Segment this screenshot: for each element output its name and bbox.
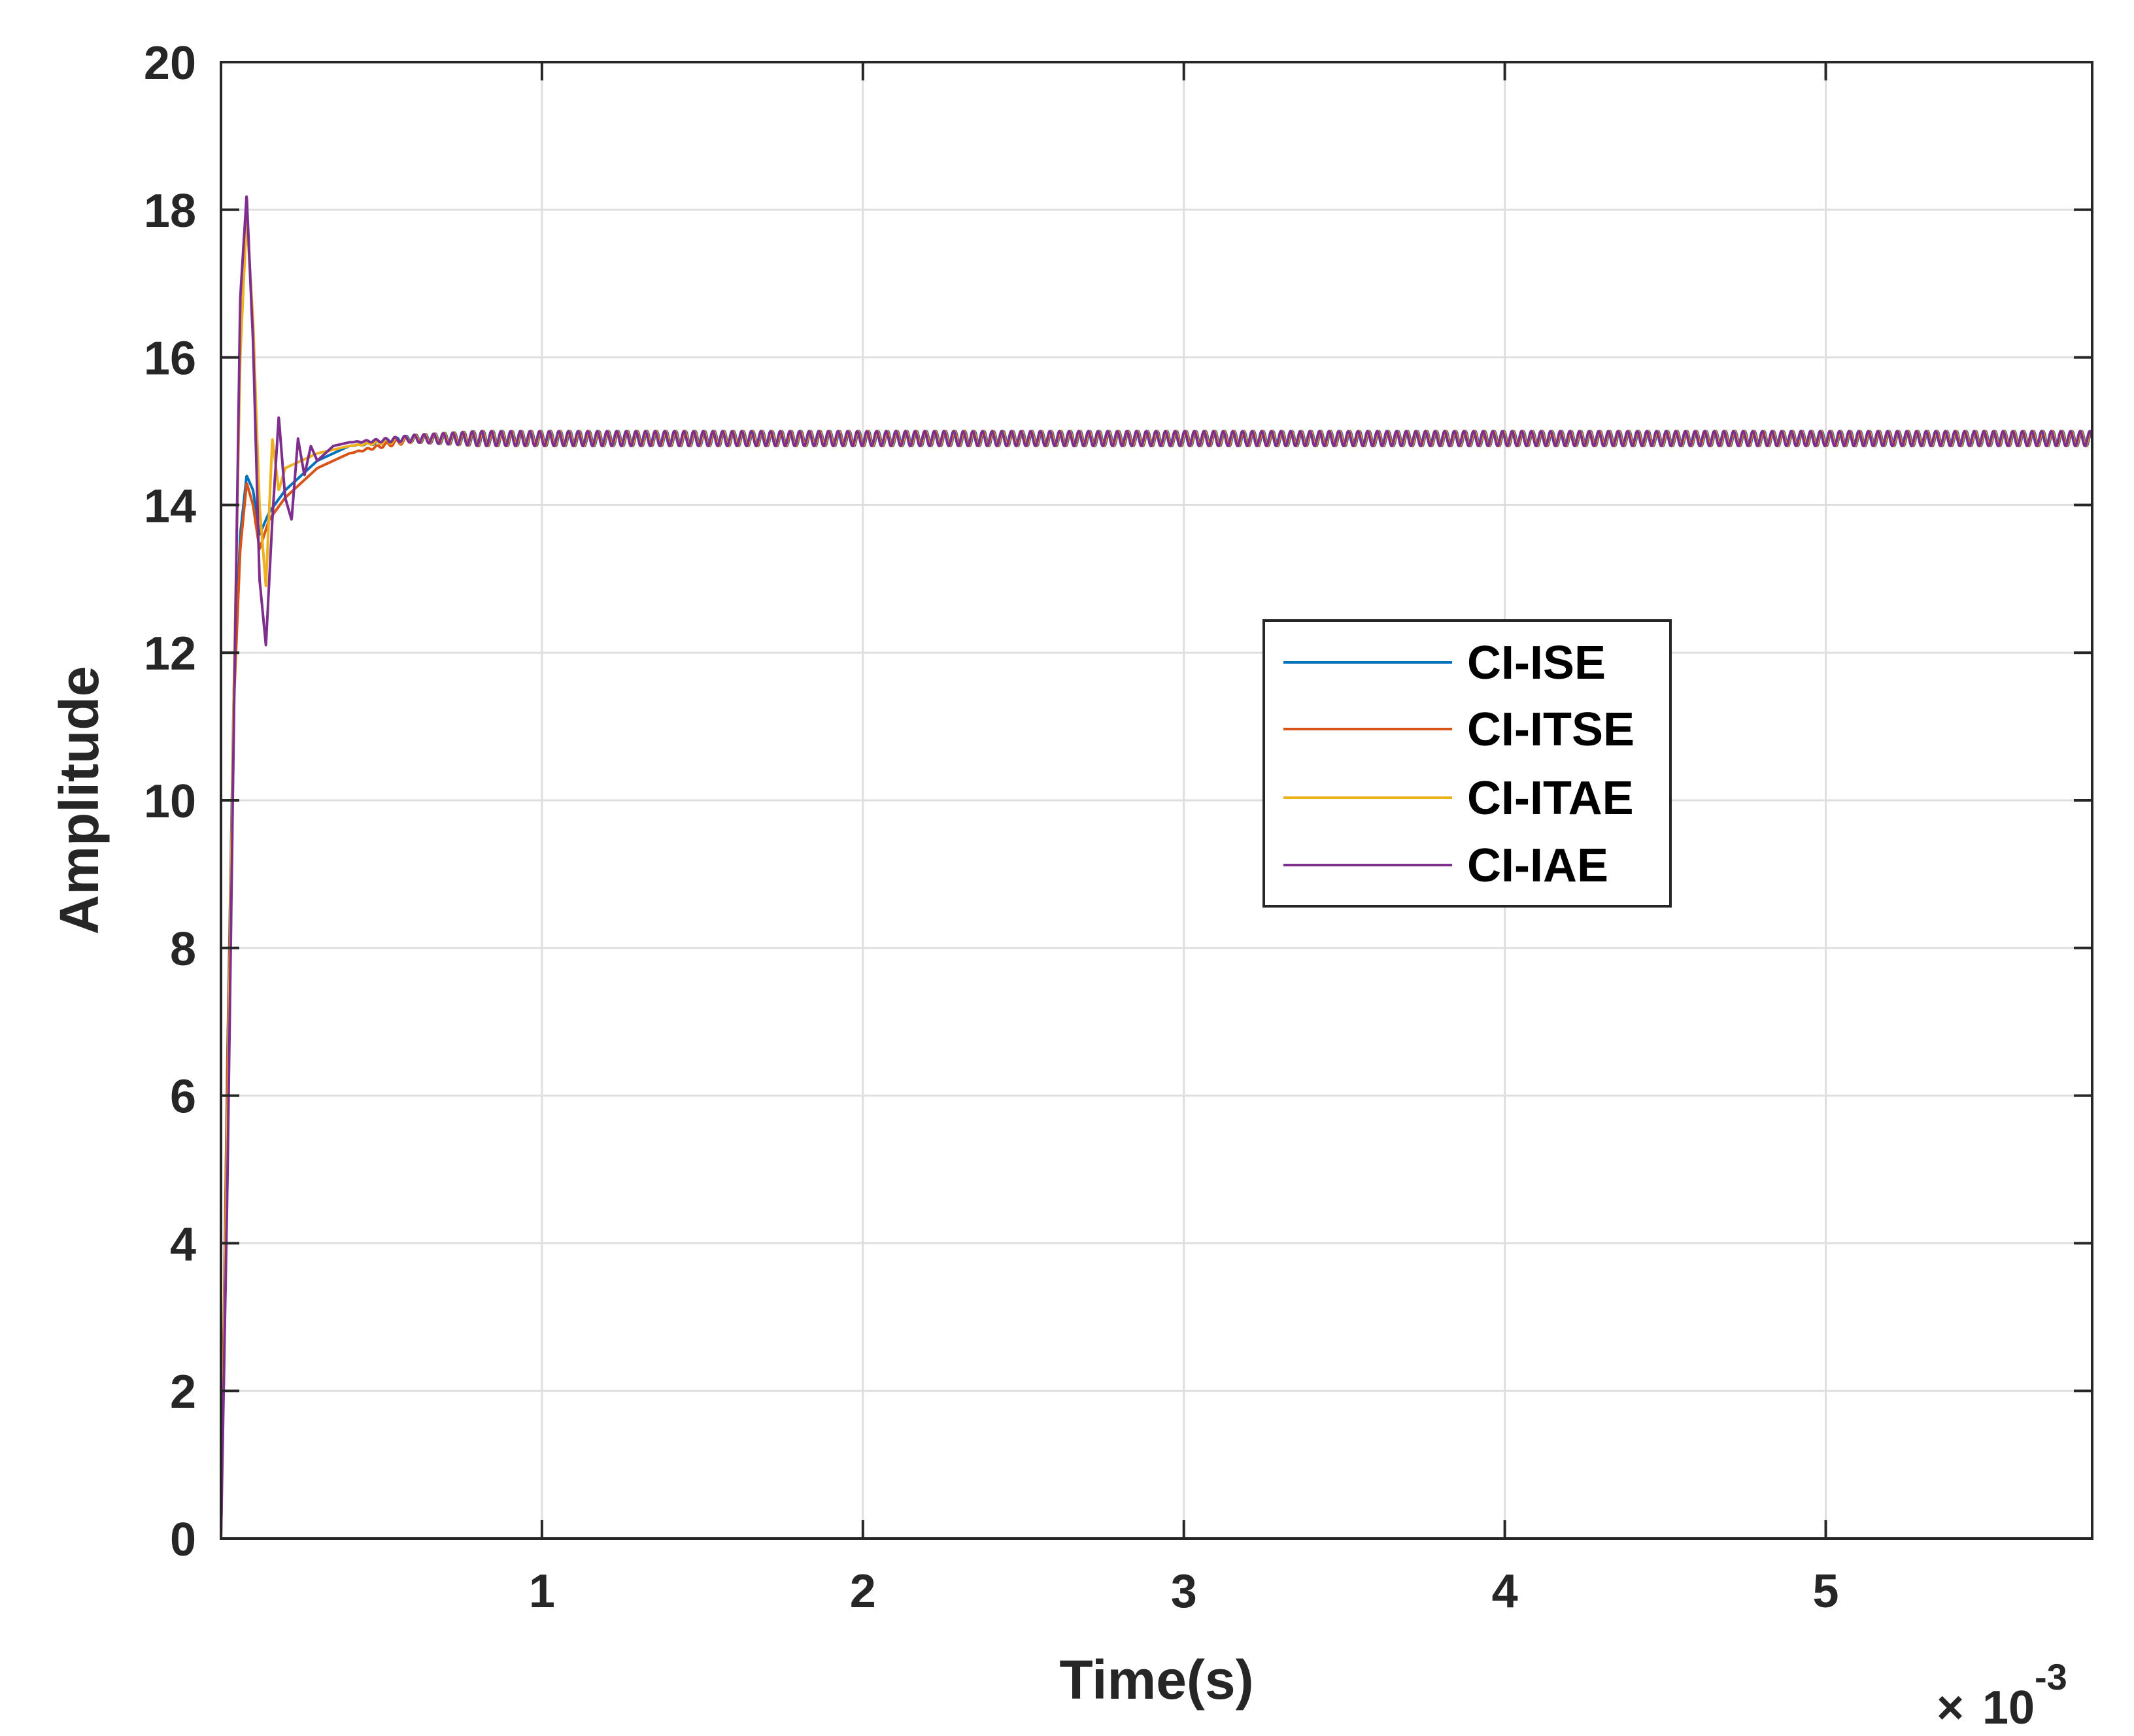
y-tick-label: 12 <box>144 628 196 680</box>
y-tick-label: 8 <box>170 923 196 976</box>
x-exponent-power: -3 <box>2035 1656 2067 1697</box>
y-tick-label: 6 <box>170 1071 196 1123</box>
x-exponent-label: × 10 -3 <box>1937 1656 2067 1734</box>
legend-label-ci-iae: CI-IAE <box>1467 840 1608 892</box>
legend-label-ci-itse: CI-ITSE <box>1467 704 1634 756</box>
axis-ticks <box>221 61 2092 1540</box>
y-tick-label: 20 <box>144 37 196 90</box>
x-tick-label: 5 <box>1813 1565 1839 1618</box>
x-exponent-base: 10 <box>1982 1682 2035 1734</box>
x-tick-label: 1 <box>529 1565 555 1618</box>
series-line-ci-iae <box>220 195 2093 1539</box>
legend-label-ci-itae: CI-ITAE <box>1467 772 1634 825</box>
legend: CI-ISE CI-ITSE CI-ITAE CI-IAE <box>1262 619 1672 908</box>
legend-label-ci-ise: CI-ISE <box>1467 637 1606 689</box>
x-exponent-times: × <box>1937 1682 1964 1734</box>
y-tick-label: 14 <box>144 480 196 532</box>
x-tick-label: 4 <box>1492 1565 1518 1618</box>
series-lines <box>220 195 2093 1539</box>
y-axis-title: Amplitude <box>48 666 110 935</box>
y-tick-label: 18 <box>144 185 196 237</box>
y-tick-label: 2 <box>170 1366 196 1418</box>
legend-box <box>1262 619 1672 908</box>
y-tick-label: 0 <box>170 1514 196 1566</box>
x-axis-title: Time(s) <box>1059 1649 1253 1710</box>
x-tick-label: 2 <box>850 1565 876 1618</box>
x-tick-label: 3 <box>1171 1565 1197 1618</box>
y-tick-label: 4 <box>170 1218 196 1270</box>
grid-lines <box>221 62 2092 1539</box>
y-tick-label: 16 <box>144 333 196 385</box>
y-tick-label: 10 <box>144 775 196 828</box>
